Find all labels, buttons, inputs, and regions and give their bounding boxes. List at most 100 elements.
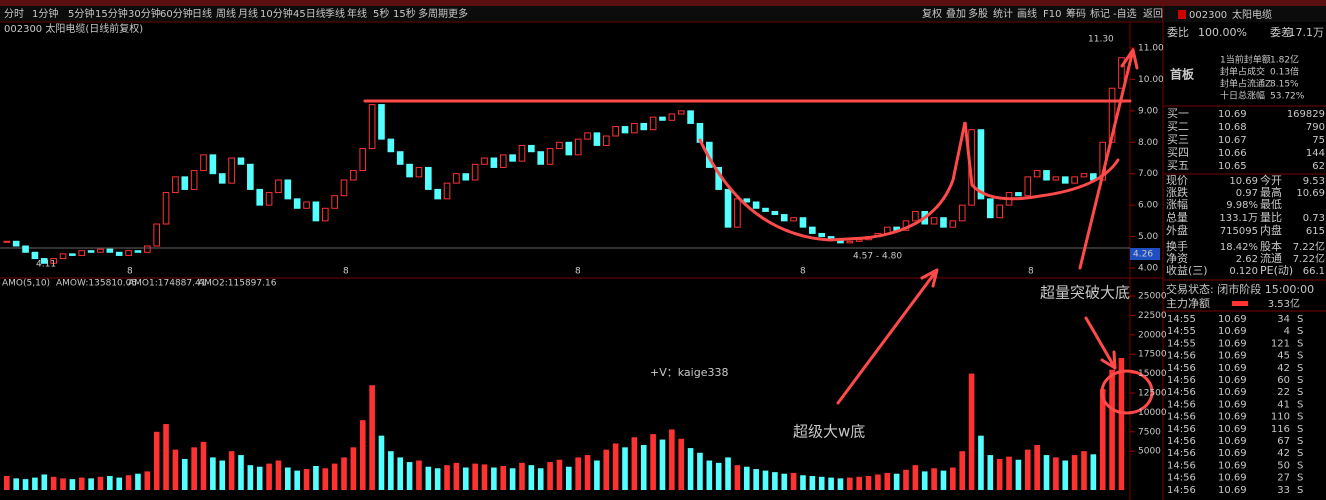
toolbar-item[interactable]: 年线	[347, 7, 367, 20]
tool-item[interactable]: 叠加	[946, 8, 966, 20]
candle	[640, 122, 648, 131]
candle	[50, 258, 57, 264]
indicator-name: AMO(5,10)	[2, 279, 50, 289]
tool-item[interactable]: 标记	[1090, 8, 1110, 20]
candle	[790, 217, 797, 222]
tool-item[interactable]: 筹码	[1066, 7, 1086, 20]
tool-item[interactable]: 多股	[968, 7, 988, 20]
volume-bar	[556, 459, 563, 490]
toolbar-item[interactable]: 日线	[192, 7, 212, 20]
trade-time: 14:56	[1167, 375, 1196, 386]
candle	[584, 132, 591, 140]
volume-bar	[1062, 460, 1069, 490]
toolbar-item[interactable]: 5分钟	[68, 7, 94, 20]
toolbar-item[interactable]: 分时	[4, 8, 24, 20]
toolbar-item[interactable]: 30分钟	[128, 7, 161, 20]
stat-label: 涨跌	[1166, 185, 1188, 199]
stock-code: 002300	[1189, 10, 1227, 21]
candle	[181, 176, 189, 190]
info-label: 1当前封单额	[1220, 54, 1271, 66]
info-label: 封单占流通Z	[1220, 78, 1271, 90]
candle	[284, 179, 292, 200]
candle	[509, 154, 516, 162]
volume-bar	[416, 460, 422, 490]
volume-arrow	[1084, 316, 1117, 370]
candle	[546, 148, 554, 165]
toolbar-item[interactable]: 周线	[216, 7, 236, 20]
info-label: 十日总涨幅	[1220, 90, 1265, 102]
volume-bar	[715, 462, 722, 490]
volume-bar	[350, 447, 357, 490]
trade-volume: 41	[1277, 399, 1290, 410]
candle	[537, 151, 545, 165]
bid-price: 10.66	[1218, 148, 1247, 159]
candle	[621, 126, 629, 134]
toolbar-item[interactable]: 季线	[325, 7, 345, 20]
candle	[481, 157, 488, 165]
volume-bar	[753, 469, 759, 490]
toolbar-item[interactable]: 多周期	[418, 7, 448, 20]
volume-bar	[153, 431, 160, 490]
bid-volume: 75	[1312, 135, 1325, 146]
volume-bar	[640, 444, 647, 490]
trade-side: S	[1297, 314, 1303, 325]
candle	[275, 179, 282, 194]
stat-value: 9.53	[1303, 176, 1325, 187]
candle	[31, 251, 39, 260]
price-tag: 4.26	[1133, 250, 1153, 260]
toolbar-item[interactable]: 15秒	[393, 7, 416, 20]
toolbar-item[interactable]: 月线	[238, 7, 258, 20]
volume-tick-label: 10000	[1138, 408, 1167, 418]
info-label: 封单占成交	[1220, 66, 1265, 78]
toolbar-item[interactable]: 5秒	[373, 7, 389, 20]
bid-volume: 144	[1306, 148, 1325, 159]
volume-bar	[725, 457, 731, 490]
toolbar-item[interactable]: 45日线	[293, 7, 326, 20]
stat-label: 收益(三)	[1166, 263, 1208, 277]
volume-bar	[181, 458, 188, 490]
tool-item[interactable]: 返回	[1143, 8, 1163, 20]
candle	[303, 201, 310, 209]
volume-bar	[1006, 456, 1012, 490]
tool-item[interactable]: -自选	[1113, 7, 1137, 20]
stat-value: 10.69	[1296, 188, 1325, 199]
tool-item[interactable]: 复权	[922, 7, 942, 20]
y-tick-label: 10.00	[1138, 75, 1164, 85]
volume-tick-label: 25000	[1138, 292, 1167, 302]
stat-label: 最高	[1260, 185, 1282, 199]
volume-bar	[444, 465, 450, 490]
volume-bar	[219, 460, 226, 490]
trade-side: S	[1297, 326, 1303, 337]
toolbar-item[interactable]: 15分钟	[95, 7, 128, 20]
volume-bar	[566, 466, 572, 490]
stat-label: 流通	[1260, 251, 1282, 265]
trade-price: 10.69	[1218, 473, 1247, 484]
y-tick-label: 7.00	[1138, 169, 1158, 179]
bid-label: 买三	[1167, 133, 1189, 146]
tool-item[interactable]: F10	[1043, 9, 1061, 20]
candle	[1015, 192, 1022, 197]
toolbar-item[interactable]: 60分钟	[160, 7, 193, 20]
volume-bar	[500, 465, 507, 490]
volume-bar	[13, 478, 19, 490]
toolbar-item[interactable]: 更多	[448, 7, 468, 20]
trade-time: 14:55	[1167, 326, 1196, 337]
trade-time: 14:55	[1167, 314, 1196, 325]
panel-header	[1164, 6, 1326, 22]
toolbar-item[interactable]: 10分钟	[260, 7, 293, 20]
period-marker: 8	[1028, 267, 1034, 277]
y-tick-label: 11.00	[1138, 44, 1164, 54]
candle	[97, 248, 104, 253]
stat-value: 715095	[1220, 226, 1258, 237]
chart-marks	[3, 47, 1135, 490]
tool-item[interactable]: 统计	[993, 7, 1013, 20]
candle	[40, 258, 48, 264]
bid-label: 买二	[1167, 120, 1189, 133]
low-label: 4.11	[36, 260, 56, 270]
trade-time: 14:56	[1167, 460, 1196, 471]
trade-side: S	[1297, 363, 1303, 374]
volume-bar	[191, 447, 197, 490]
toolbar-item[interactable]: 1分钟	[32, 7, 58, 20]
tool-item[interactable]: 画线	[1017, 7, 1037, 20]
volume-bar	[1109, 369, 1115, 490]
